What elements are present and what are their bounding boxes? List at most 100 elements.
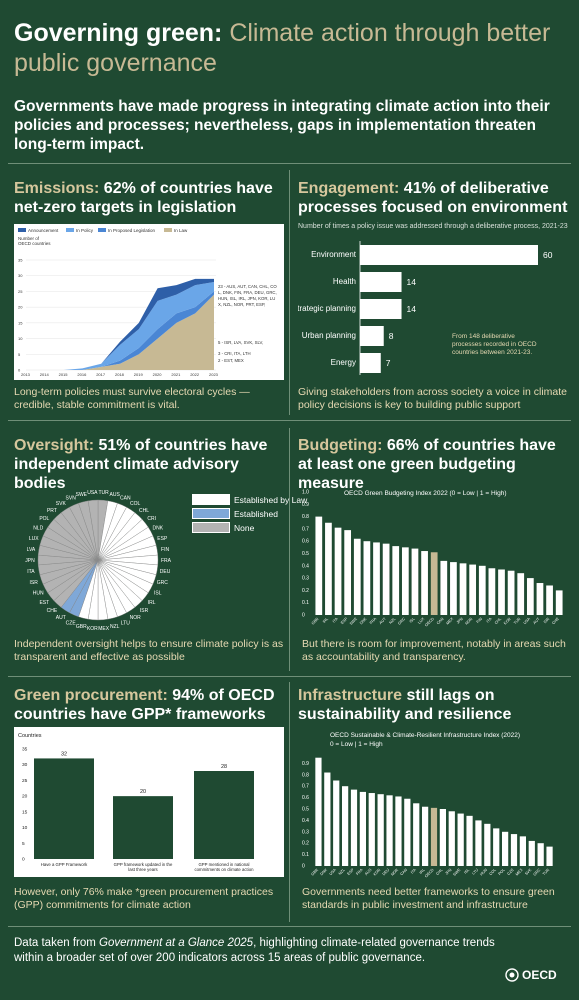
x-tick-label: DNK [320, 868, 329, 877]
footer-pre: Data taken from [14, 937, 100, 949]
x-tick-label: 2021 [171, 372, 181, 377]
oecd-logo: OECD [505, 968, 557, 982]
x-tick-label: DNK [359, 617, 368, 626]
pie-slice-label: COL [130, 501, 141, 507]
chart-subtitle: OECD Green Budgeting Index 2022 (0 = Low… [344, 490, 506, 497]
infrastructure-subtitle-line1: OECD Sustainable & Climate-Resilient Inf… [330, 732, 521, 739]
x-tick-label: GBR [311, 617, 320, 626]
x-tick-label: ESP [340, 617, 349, 626]
y-tick-label: 0.9 [302, 761, 309, 767]
bar-value: 32 [61, 751, 67, 757]
emissions-heading: Emissions: 62% of countries have net-zer… [14, 179, 284, 217]
legend-item-law: Established by Law [192, 494, 307, 505]
bar [342, 786, 349, 866]
y-tick-label: 0.1 [302, 600, 309, 606]
x-tick-label: COL [489, 868, 497, 876]
x-tick-label: 2013 [21, 372, 31, 377]
y-tick-label: 15 [18, 320, 23, 325]
pie-slice-label: TUR [98, 490, 109, 496]
note-line: processes recorded in OECD [452, 341, 537, 348]
legend-swatch [192, 522, 230, 533]
bar [536, 583, 544, 615]
annotation-line: 3 - CRI, ITA, LTH [218, 351, 251, 356]
pie-slice-label: FRA [161, 558, 172, 564]
bar [450, 562, 457, 615]
oecd-logo-text: OECD [522, 968, 557, 982]
x-tick-label: 2014 [40, 372, 50, 377]
bar [113, 796, 173, 859]
area-series-in-policy [26, 282, 214, 370]
bar [469, 564, 477, 615]
y-tick-label: 0.4 [302, 818, 309, 824]
y-tick-label: 0.8 [302, 772, 309, 778]
y-tick-label: 0.7 [302, 526, 309, 532]
bar [459, 563, 467, 615]
engagement-heading: Engagement: 41% of deliberative processe… [298, 179, 568, 217]
pie-slice-label: GBR [76, 624, 87, 630]
pie-slice-label: ITA [27, 569, 35, 575]
divider [289, 428, 290, 671]
bar-label: Strategic planning [298, 304, 356, 313]
x-tick-label: CHL [494, 617, 502, 625]
y-tick-label: 0.9 [302, 502, 309, 508]
y-tick-label: 0.2 [302, 841, 309, 847]
y-tick-label: 10 [18, 336, 23, 341]
annotation-line: L, DNK, FIN, FRA, DEU, GRC, [218, 290, 277, 295]
bar [484, 823, 491, 866]
bar [517, 573, 525, 615]
x-tick-label: TUR [513, 617, 522, 626]
legend-label: None [234, 522, 255, 533]
emissions-heading-rest: 62% of countries have net-zero targets i… [14, 180, 273, 216]
x-tick-label: ITA [410, 868, 417, 875]
bar [315, 757, 322, 866]
x-tick-label: USA [523, 617, 532, 626]
annotation-line: 23 - AUS, AUT, CAN, CHL, CO [218, 284, 277, 289]
bar-value: 7 [386, 358, 391, 368]
y-tick-label: 35 [22, 747, 28, 753]
x-tick-label: JPN [445, 868, 453, 876]
bar [502, 831, 509, 866]
bar-value: 8 [389, 331, 394, 341]
pie-slice-label: CAN [120, 496, 131, 502]
pie-slice-label: CZE [66, 620, 77, 626]
pie-slice-label: PRT [47, 508, 57, 514]
x-tick-label: 2015 [59, 372, 69, 377]
pie-slice-label: CHE [47, 608, 58, 614]
y-tick-label: 0.4 [302, 563, 309, 569]
bar [475, 820, 482, 866]
bar-value: 28 [221, 764, 227, 770]
annotation-line: X, NZL, NOR, PRT, ESP, [218, 302, 265, 307]
x-tick-label: NOR [390, 868, 399, 877]
bar [430, 807, 438, 866]
procurement-heading-rest: 94% of OECD countries have GPP* framewor… [14, 687, 275, 723]
x-tick-label: commitments on climate action [195, 867, 255, 872]
axis-label: Number of [18, 236, 40, 241]
y-tick-label: 0.5 [302, 807, 309, 813]
bar [350, 789, 358, 866]
divider [8, 163, 571, 164]
bar [440, 560, 448, 615]
x-tick-label: GBR [311, 868, 320, 877]
legend-label: In Law [174, 228, 188, 233]
x-tick-label: ESP [346, 868, 355, 877]
pie-slice-label: IRL [148, 600, 156, 606]
y-tick-label: 25 [22, 778, 28, 784]
bar [34, 758, 94, 859]
y-tick-label: 20 [18, 305, 23, 310]
pie-slice-label: LVA [27, 547, 36, 553]
y-tick-label: 15 [22, 809, 28, 815]
legend-label: Established [234, 508, 278, 519]
x-tick-label: SWE [452, 868, 461, 877]
pie-slice-label: MEX [98, 626, 110, 632]
bar-label: Urban planning [302, 331, 356, 340]
bar [546, 846, 553, 866]
x-tick-label: SWE [349, 617, 358, 626]
bar [353, 538, 361, 615]
legend-label: In Policy [76, 228, 94, 233]
x-tick-label: CHE [551, 617, 560, 626]
bar [528, 840, 535, 866]
y-tick-label: 0 [22, 857, 25, 863]
x-tick-label: GPP framework updated in the [114, 862, 173, 867]
x-tick-label: 2017 [96, 372, 106, 377]
infrastructure-chart: 0 0.1 0.2 0.3 0.4 0.5 0.6 0.7 0.8 0.9 GBR DNK USA NZL… [302, 757, 553, 878]
